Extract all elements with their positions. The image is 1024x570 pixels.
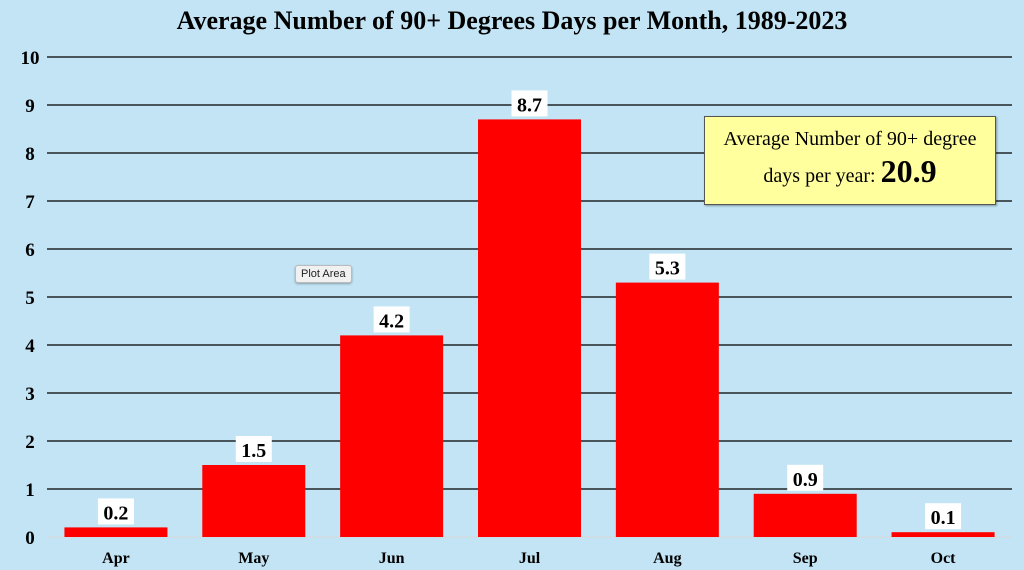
y-tick-label: 0 — [25, 528, 35, 549]
data-label: 5.3 — [655, 258, 680, 280]
bar — [340, 335, 444, 537]
annotation-line2: days per year: — [763, 165, 876, 187]
y-tick-label: 8 — [25, 144, 35, 165]
plot-area-tooltip: Plot Area — [295, 265, 352, 283]
data-label: 0.1 — [931, 507, 956, 529]
x-tick-label: Jun — [379, 550, 405, 567]
data-label: 8.7 — [517, 94, 542, 116]
chart-title: Average Number of 90+ Degrees Days per M… — [176, 6, 848, 35]
x-tick-label: Aug — [653, 550, 681, 567]
data-label: 0.2 — [103, 502, 128, 524]
bar — [478, 119, 581, 538]
annotation-line1: Average Number of 90+ degree — [723, 128, 977, 150]
data-label-bg — [787, 464, 824, 491]
bar — [615, 282, 719, 537]
y-tick-label: 9 — [25, 96, 35, 117]
data-label-bg — [97, 498, 134, 525]
y-tick-label: 2 — [25, 432, 35, 453]
x-tick-label: Jul — [519, 550, 541, 567]
annotation-value: 20.9 — [880, 153, 937, 189]
bar — [753, 493, 857, 537]
data-label: 1.5 — [241, 440, 266, 462]
data-label: 4.2 — [379, 310, 404, 332]
data-label-bg — [373, 306, 410, 333]
data-label-bg — [649, 253, 686, 280]
annotation-box: Average Number of 90+ degree days per ye… — [704, 116, 996, 205]
bar — [64, 527, 168, 537]
data-label-bg — [925, 503, 962, 530]
x-tick-label: Sep — [793, 550, 818, 567]
data-label-bg — [511, 90, 548, 117]
y-tick-label: 5 — [25, 288, 35, 309]
bar — [202, 465, 306, 537]
y-tick-label: 7 — [25, 192, 35, 213]
y-tick-label: 1 — [25, 480, 35, 501]
x-tick-label: May — [238, 550, 269, 567]
x-tick-label: Oct — [931, 550, 957, 567]
bar — [891, 532, 995, 537]
data-label: 0.9 — [793, 469, 818, 491]
data-label-bg — [235, 436, 272, 462]
x-tick-label: Apr — [102, 550, 130, 567]
y-tick-label: 10 — [21, 48, 40, 69]
y-tick-label: 3 — [25, 384, 35, 405]
y-tick-label: 4 — [25, 336, 35, 357]
y-tick-label: 6 — [25, 240, 35, 261]
